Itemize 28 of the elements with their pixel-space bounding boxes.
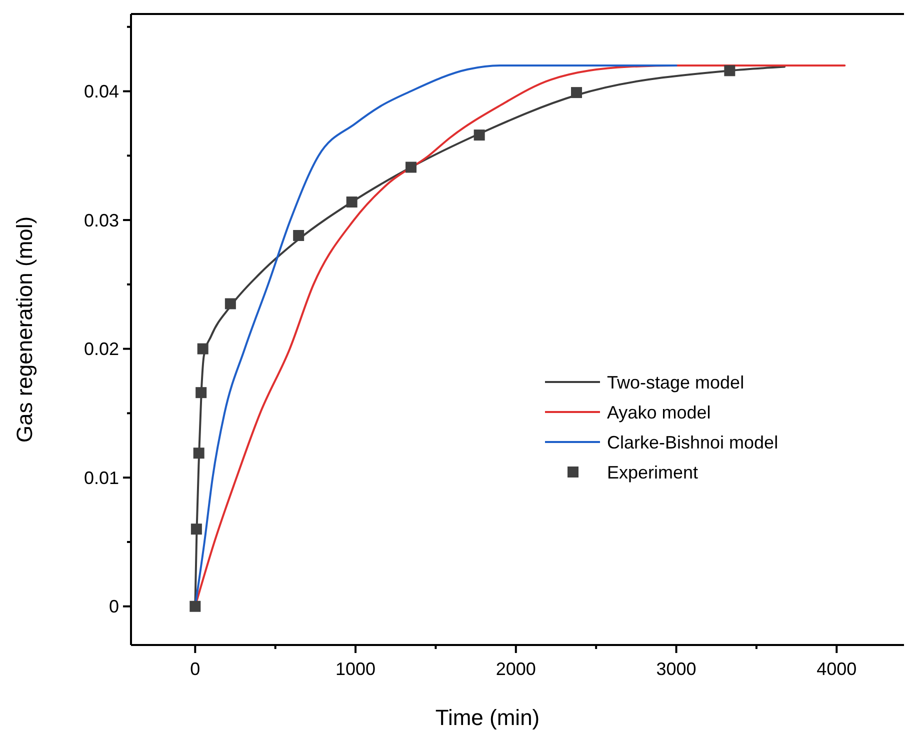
point xyxy=(293,230,304,241)
point xyxy=(346,196,358,208)
point xyxy=(224,298,236,310)
x-tick-label: 3000 xyxy=(656,659,696,679)
point xyxy=(197,343,208,354)
point xyxy=(474,130,485,141)
point xyxy=(724,65,736,76)
point xyxy=(190,600,201,612)
x-tick-label: 2000 xyxy=(496,659,536,679)
x-tick-label: 4000 xyxy=(816,659,857,679)
x-tick-label: 0 xyxy=(190,659,200,679)
y-tick-label: 0.04 xyxy=(84,82,119,102)
y-tick-label: 0.02 xyxy=(84,339,119,360)
x-tick-label: 1000 xyxy=(336,659,376,679)
point xyxy=(193,448,204,459)
point xyxy=(196,387,207,398)
y-axis-title: Gas regeneration (mol) xyxy=(12,216,37,443)
point xyxy=(406,162,417,173)
x-axis-title: Time (min) xyxy=(435,705,540,730)
y-tick-label: 0.03 xyxy=(84,210,119,230)
legend-label: Clarke-Bishnoi model xyxy=(607,432,778,452)
legend-label: Two-stage model xyxy=(607,372,744,392)
point xyxy=(571,87,582,98)
y-tick-label: 0.01 xyxy=(84,468,119,488)
point xyxy=(190,524,202,535)
y-tick-label: 0 xyxy=(108,596,119,617)
legend-label: Experiment xyxy=(607,462,698,482)
legend-label: Ayako model xyxy=(607,402,711,422)
